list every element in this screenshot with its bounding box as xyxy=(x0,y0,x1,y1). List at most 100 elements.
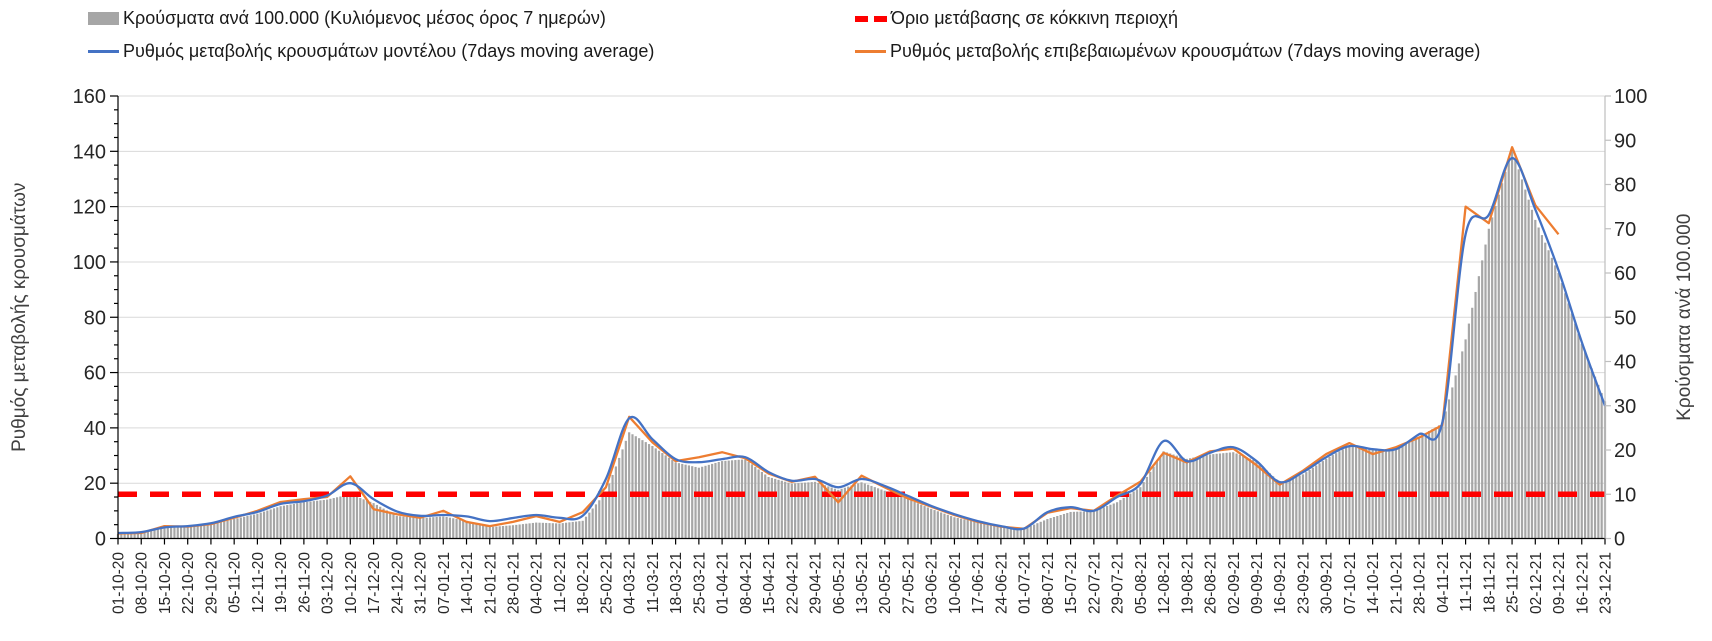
bar xyxy=(681,463,684,539)
x-axis-tick-label: 07-01-21 xyxy=(436,552,453,614)
bar xyxy=(425,517,428,539)
bar xyxy=(1145,476,1149,539)
x-axis-tick-label: 08-04-21 xyxy=(738,552,755,614)
bar xyxy=(574,521,578,539)
bar xyxy=(1039,521,1042,539)
bar xyxy=(1457,363,1461,539)
bar xyxy=(923,506,926,539)
bar xyxy=(415,517,418,539)
bar xyxy=(1291,477,1295,539)
bar xyxy=(1242,456,1245,539)
bar xyxy=(657,450,661,539)
bar xyxy=(1451,387,1454,539)
bar xyxy=(1195,456,1198,539)
bar xyxy=(488,527,491,539)
bar xyxy=(458,519,461,539)
bar xyxy=(1285,480,1288,539)
bar xyxy=(491,526,495,539)
bar xyxy=(531,522,534,539)
bar xyxy=(734,460,737,539)
y-axis-right-tick-label: 80 xyxy=(1614,175,1636,197)
bar xyxy=(1574,323,1577,539)
bar xyxy=(1096,509,1099,539)
bar xyxy=(359,498,362,539)
bar xyxy=(395,515,398,539)
bar xyxy=(740,459,744,539)
x-axis-tick-label: 22-07-21 xyxy=(1086,552,1103,614)
bar xyxy=(1321,461,1324,539)
bar xyxy=(1252,459,1255,539)
bar xyxy=(1099,508,1102,539)
bar xyxy=(309,501,312,539)
bar xyxy=(794,483,797,539)
x-axis-tick-label: 24-06-21 xyxy=(993,552,1010,614)
bar xyxy=(963,519,966,539)
y-axis-right-tick-label: 60 xyxy=(1614,263,1636,285)
bar xyxy=(445,517,448,539)
bar xyxy=(1447,399,1451,539)
bar xyxy=(382,508,385,539)
bar xyxy=(1049,518,1052,539)
bar xyxy=(189,525,193,539)
bar xyxy=(452,518,455,539)
x-axis-tick-label: 25-03-21 xyxy=(691,552,708,614)
x-axis-tick-label: 10-12-20 xyxy=(343,552,360,614)
bar xyxy=(146,530,149,539)
bar xyxy=(1179,456,1182,539)
bar xyxy=(1295,476,1298,539)
bar xyxy=(199,525,203,539)
bar xyxy=(1467,323,1471,539)
bar xyxy=(435,516,438,539)
bar xyxy=(472,522,475,539)
bar xyxy=(993,524,996,539)
bar xyxy=(581,520,584,539)
bar xyxy=(883,490,886,539)
bar xyxy=(667,457,671,539)
model-cases-line xyxy=(117,157,1607,535)
bar xyxy=(1550,257,1553,539)
bar xyxy=(1514,159,1517,539)
bar xyxy=(720,461,724,539)
bar xyxy=(1593,376,1597,539)
bar xyxy=(1554,265,1557,539)
bar xyxy=(259,512,262,539)
bar xyxy=(691,466,694,539)
x-axis-tick-label: 01-07-21 xyxy=(1017,552,1034,614)
bar xyxy=(730,460,734,539)
bar xyxy=(322,499,325,539)
bar xyxy=(1288,478,1291,539)
bar xyxy=(893,494,896,539)
x-axis-tick-label: 11-02-21 xyxy=(552,552,569,613)
bar xyxy=(1086,511,1089,539)
bar xyxy=(418,518,422,539)
bar xyxy=(326,499,329,539)
bar xyxy=(1384,448,1388,539)
bar xyxy=(714,462,717,539)
bar xyxy=(986,523,989,539)
bar xyxy=(807,482,810,539)
x-axis-tick-label: 05-08-21 xyxy=(1133,552,1150,614)
bar xyxy=(1481,260,1484,539)
bar xyxy=(943,513,946,539)
bar xyxy=(817,483,820,539)
bar xyxy=(1474,291,1477,539)
bar xyxy=(983,523,986,539)
y-axis-right-tick-label: 40 xyxy=(1614,352,1636,374)
y-axis-right-tick-label: 100 xyxy=(1614,86,1647,108)
bar xyxy=(903,497,906,539)
bar xyxy=(1520,179,1524,539)
bar xyxy=(422,517,425,539)
bar xyxy=(1132,491,1135,539)
bar xyxy=(402,516,405,539)
bar xyxy=(1437,425,1441,539)
bar xyxy=(1129,493,1132,539)
bar xyxy=(262,511,266,539)
x-axis-tick-label: 17-06-21 xyxy=(970,552,987,614)
legend-label: Ρυθμός μεταβολής επιβεβαιωμένων κρουσμάτ… xyxy=(890,41,1481,61)
bar xyxy=(1225,452,1228,539)
bar xyxy=(1019,528,1022,539)
bar xyxy=(1281,481,1285,539)
bar xyxy=(910,500,913,539)
x-axis-tick-label: 11-03-21 xyxy=(645,552,662,613)
bar xyxy=(379,506,382,539)
